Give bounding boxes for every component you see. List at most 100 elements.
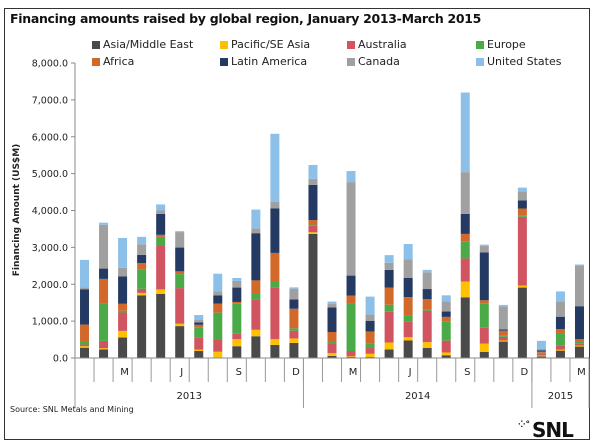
bar-segment [308,220,318,225]
bar-segment [99,348,109,350]
bar-segment [479,245,489,253]
bar-segment [422,309,432,311]
bar-segment [118,276,128,304]
bar-segment [156,293,166,358]
bar-segment [308,232,318,234]
y-tick-label: 8,000.0 [32,59,68,70]
snl-logo: ⁘° SNL [518,418,574,442]
bar-segment [194,337,204,350]
bar-segment [251,228,261,234]
bar-segment [555,301,565,317]
bar-segment [574,343,584,346]
y-tick-label: 7,000.0 [32,95,68,106]
bar-segment [346,275,356,296]
bar-segment [517,208,527,216]
bar-segment [574,306,584,340]
bar-segment [137,254,147,264]
bar-segment [422,272,432,290]
bar-segment [384,287,394,305]
month-label: M [577,367,586,378]
bar-segment [251,280,261,294]
bar-segment [555,345,565,350]
bar-segment [99,268,109,279]
bar-segment [232,280,242,288]
bar-segment [403,315,413,322]
bar-segment [365,314,375,321]
bar-segment [80,259,90,288]
bar-segment [498,304,508,307]
source-note: Source: SNL Metals and Mining [10,405,134,414]
bar-segment [460,172,470,214]
bar-segment [384,255,394,263]
legend-swatch [220,57,228,66]
bar-segment [498,336,508,341]
bar-segment [517,187,527,192]
bar-segment [156,204,166,211]
bar-segment [118,237,128,268]
bar-segment [194,322,204,325]
logo-text: SNL [532,418,574,442]
bar-segment [156,289,166,294]
logo-dots-icon: ⁘° [518,420,531,430]
bar-segment [403,244,413,260]
bar-segment [441,340,451,353]
legend-label: Asia/Middle East [103,38,194,51]
bar-segment [175,247,185,272]
bar-segment [327,355,337,358]
bar-segment [517,216,527,286]
bar-segment [365,331,375,344]
legend-item: Africa [92,55,134,68]
bar-segment [232,346,242,358]
bar-segment [213,273,223,292]
y-tick-label: 4,000.0 [32,206,68,217]
bar-segment [555,291,565,302]
bar-segment [536,350,546,352]
bar-segment [498,340,508,342]
bar-segment [498,330,508,336]
bar-segment [574,265,584,307]
legend-item: Europe [476,38,526,51]
legend-label: Canada [358,55,400,68]
bar-segment [479,351,489,358]
bar-segment [403,259,413,278]
bar-segment [555,349,565,351]
bar-segment [346,295,356,304]
bar-segment [422,289,432,300]
bar-segment [422,310,432,343]
bar-segment [422,342,432,348]
bar-segment [156,245,166,290]
bar-segment [80,344,90,347]
bar-segment [232,303,242,334]
bar-segment [384,262,394,270]
bar-segment [270,133,280,202]
bar-segment [460,281,470,298]
legend-swatch [476,57,484,66]
y-tick-label: 0.0 [53,354,68,365]
legend-label: Pacific/SE Asia [231,38,311,51]
month-label: J [408,367,412,378]
bar-segment [327,301,337,304]
bar-segment [555,316,565,330]
bar-segment [270,281,280,288]
bar-segment [232,301,242,304]
bar-segment [479,303,489,328]
bar-segment [517,285,527,288]
legend-item: Australia [347,38,407,51]
bar-segment [175,288,185,324]
bar-segment [365,320,375,332]
bar-segment [289,342,299,358]
month-label: D [292,367,300,378]
bar-segment [346,303,356,351]
bar-segment [536,340,546,349]
bar-segment [175,232,185,248]
legend-item: Pacific/SE Asia [220,38,310,51]
bar-segment [460,258,470,282]
bar-segment [441,311,451,317]
bar-segment [574,345,584,347]
bar-segment [80,341,90,345]
bar-segment [555,350,565,358]
bar-segment [308,224,318,226]
month-label: D [521,367,529,378]
bar-segment [270,287,280,340]
